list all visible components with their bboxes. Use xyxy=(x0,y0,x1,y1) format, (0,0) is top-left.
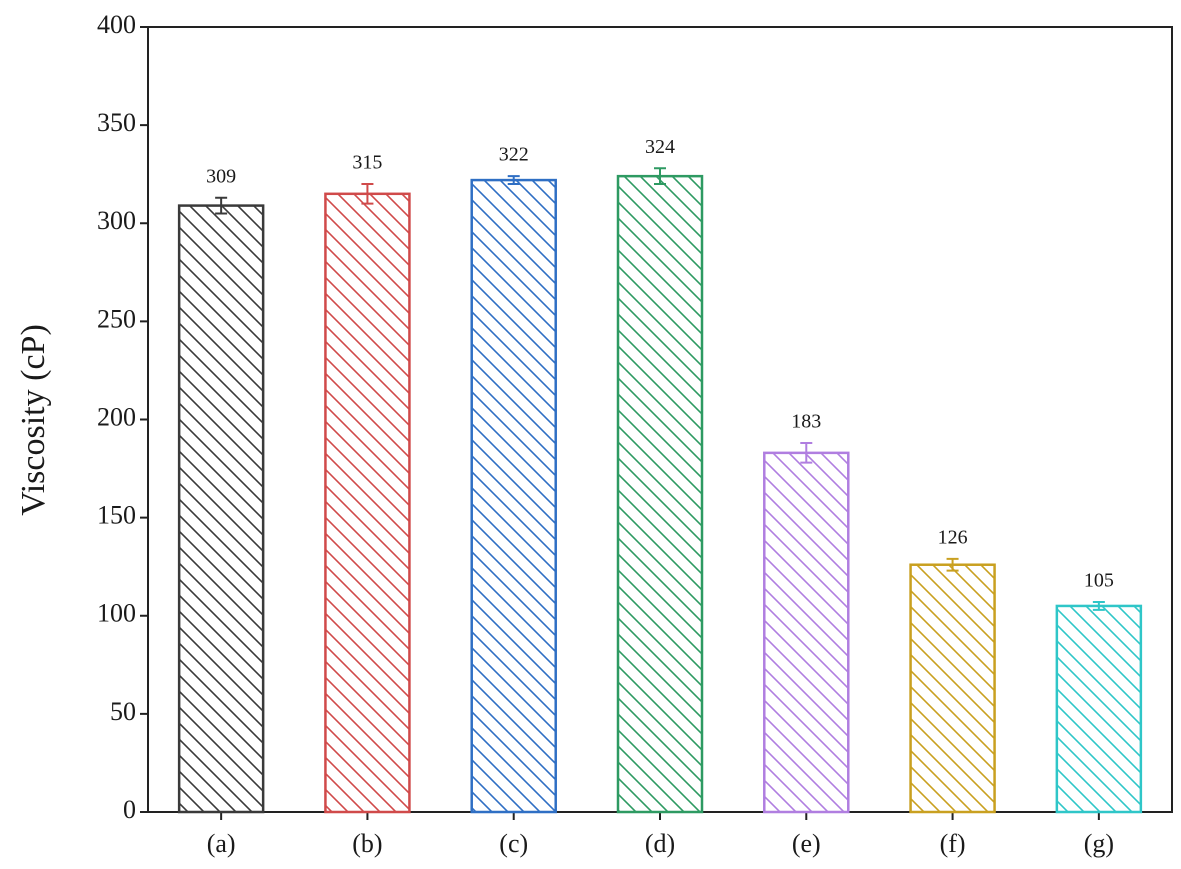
x-tick-label: (g) xyxy=(1084,829,1114,858)
bar xyxy=(177,204,265,814)
value-label: 105 xyxy=(1084,570,1114,592)
value-label: 183 xyxy=(791,411,821,433)
bar xyxy=(324,192,411,814)
bar xyxy=(763,451,850,814)
y-tick-label: 250 xyxy=(97,304,136,333)
error-bar xyxy=(215,196,228,215)
y-tick-label: 50 xyxy=(110,697,136,726)
bar xyxy=(470,178,557,814)
value-label: 322 xyxy=(499,144,529,166)
error-bar xyxy=(946,557,959,572)
y-tick-label: 400 xyxy=(97,10,136,39)
error-bar xyxy=(800,442,813,464)
bar xyxy=(909,563,996,814)
y-axis-label: Viscosity (cP) xyxy=(15,324,52,516)
value-label: 126 xyxy=(938,526,968,548)
x-tick-label: (c) xyxy=(499,829,528,858)
bar xyxy=(1055,604,1143,814)
y-tick-label: 200 xyxy=(97,402,136,431)
x-tick-label: (a) xyxy=(207,829,236,858)
y-tick-label: 100 xyxy=(97,599,136,628)
error-bar xyxy=(654,167,666,185)
error-bar xyxy=(1092,601,1105,611)
x-tick-label: (f) xyxy=(940,829,966,858)
x-tick-label: (d) xyxy=(645,829,675,858)
error-bar xyxy=(507,175,520,185)
value-label: 315 xyxy=(352,152,382,174)
bar xyxy=(616,174,704,814)
error-bar xyxy=(361,183,374,205)
y-tick-label: 300 xyxy=(97,206,136,235)
y-tick-label: 150 xyxy=(97,501,136,530)
x-tick-label: (e) xyxy=(792,829,821,858)
y-tick-label: 0 xyxy=(123,795,136,824)
y-tick-label: 350 xyxy=(97,108,136,137)
x-tick-label: (b) xyxy=(352,829,382,858)
value-label: 324 xyxy=(645,136,675,158)
value-label: 309 xyxy=(206,165,236,187)
